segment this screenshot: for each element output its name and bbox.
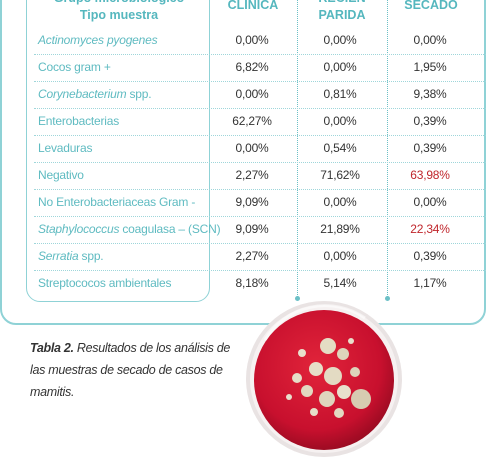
table-row: Negativo 2,27% 71,62% 63,98% [34, 163, 486, 190]
cell-value: 22,34% [410, 222, 450, 236]
table-row: Levaduras 0,00% 0,54% 0,39% [34, 136, 486, 163]
cell-value: 0,54% [323, 141, 357, 155]
cell-value: 21,89% [320, 222, 360, 236]
cell-value: 0,00% [235, 33, 269, 47]
cell-value: 0,00% [323, 60, 357, 74]
cell-value: 9,09% [235, 222, 269, 236]
cell-value: 0,00% [323, 249, 357, 263]
cell-value: 71,62% [320, 168, 360, 182]
cell-value: 62,27% [232, 114, 272, 128]
table-row: Actinomyces pyogenes 0,00% 0,00% 0,00% [34, 28, 486, 55]
table-row: Serratia spp. 2,27% 0,00% 0,39% [34, 244, 486, 271]
row-label: No Enterobacteriaceas Gram - [38, 195, 196, 209]
cell-value: 63,98% [410, 168, 450, 182]
row-label: Streptococos ambientales [38, 276, 172, 290]
caption-title: Tabla 2. [30, 341, 74, 355]
cell-value: 0,00% [413, 33, 447, 47]
row-label: Cocos gram + [38, 60, 111, 74]
header-recien: RECIÉN [300, 0, 384, 8]
row-label: Staphylococcus coagulasa – (SCN) [38, 222, 221, 236]
row-label: Levaduras [38, 141, 93, 155]
cell-value: 0,39% [413, 114, 447, 128]
table-label-column-frame [26, 0, 210, 302]
cell-value: 2,27% [235, 249, 269, 263]
row-label: Negativo [38, 168, 84, 182]
cell-value: 0,00% [323, 195, 357, 209]
cell-value: 2,27% [235, 168, 269, 182]
header-parida: PARIDA [318, 8, 366, 22]
cell-value: 0,39% [413, 249, 447, 263]
cell-value: 1,95% [413, 60, 447, 74]
cell-value: 0,81% [323, 87, 357, 101]
cell-value: 9,38% [413, 87, 447, 101]
row-label: Corynebacterium spp. [38, 87, 152, 101]
cell-value: 0,00% [413, 195, 447, 209]
cell-value: 6,82% [235, 60, 269, 74]
table-row: Corynebacterium spp. 0,00% 0,81% 9,38% [34, 82, 486, 109]
header-group-label: Grupo microbiológico [30, 0, 208, 8]
table-row: Streptococos ambientales 8,18% 5,14% 1,17% [34, 271, 486, 298]
header-secado: SECADO [404, 0, 458, 12]
header-clinica: CLÍNICA [227, 0, 279, 12]
cell-value: 0,00% [235, 87, 269, 101]
cell-value: 0,00% [323, 33, 357, 47]
table-row: No Enterobacteriaceas Gram - 9,09% 0,00% 0,… [34, 190, 486, 217]
cell-value: 9,09% [235, 195, 269, 209]
header-sample-type-label: Tipo muestra [79, 8, 159, 22]
table-row: Enterobacterias 62,27% 0,00% 0,39% [34, 109, 486, 136]
cell-value: 8,18% [235, 276, 269, 290]
petri-dish-image [246, 301, 402, 457]
cell-value: 0,00% [323, 114, 357, 128]
column-divider [384, 0, 390, 301]
cell-value: 0,39% [413, 141, 447, 155]
column-divider [294, 0, 300, 301]
table-caption: Tabla 2. Resultados de los análisis de l… [30, 337, 245, 403]
cell-value: 5,14% [323, 276, 357, 290]
table-row: Staphylococcus coagulasa – (SCN) 9,09% 21,… [34, 217, 486, 244]
row-label: Enterobacterias [38, 114, 120, 128]
cell-value: 1,17% [413, 276, 447, 290]
table-row: Cocos gram + 6,82% 0,00% 1,95% [34, 55, 486, 82]
caption-text: Resultados de los análisis de las muestr… [30, 341, 231, 399]
row-label: Actinomyces pyogenes [38, 33, 158, 47]
cell-value: 0,00% [235, 141, 269, 155]
row-label: Serratia spp. [38, 249, 104, 263]
